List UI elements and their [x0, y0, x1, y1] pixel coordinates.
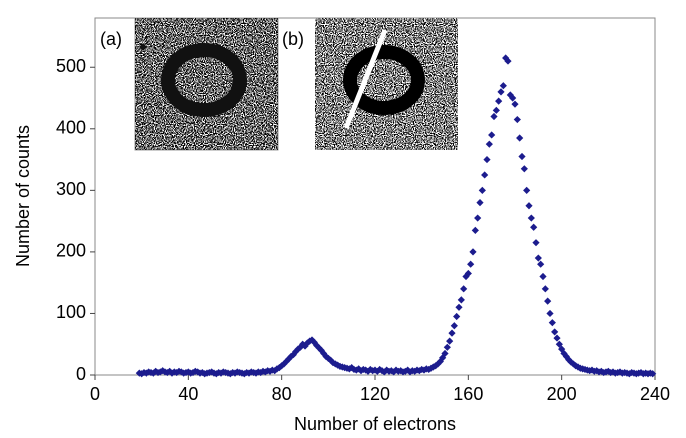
data-point — [460, 285, 467, 292]
y-tick-label: 400 — [56, 118, 86, 138]
data-point — [521, 165, 528, 172]
data-point — [467, 261, 474, 268]
annotation: (a) — [100, 29, 122, 49]
data-point — [474, 214, 481, 221]
data-point — [514, 116, 521, 123]
data-point — [532, 239, 539, 246]
inset-a — [135, 18, 278, 150]
data-point — [516, 134, 523, 141]
y-tick-label: 100 — [56, 302, 86, 322]
data-point — [549, 319, 556, 326]
x-tick-label: 0 — [90, 384, 100, 404]
data-point — [476, 199, 483, 206]
data-point — [486, 141, 493, 148]
data-point — [455, 304, 462, 311]
y-axis-label: Number of counts — [13, 125, 33, 267]
data-point — [542, 285, 549, 292]
data-point — [481, 171, 488, 178]
data-point — [446, 338, 453, 345]
data-point — [488, 131, 495, 138]
data-point — [448, 330, 455, 337]
data-point — [493, 107, 500, 114]
data-point — [490, 113, 497, 120]
data-point — [546, 310, 553, 317]
data-point — [495, 97, 502, 104]
data-point — [458, 296, 465, 303]
data-point — [544, 298, 551, 305]
data-point — [479, 187, 486, 194]
x-tick-label: 200 — [547, 384, 577, 404]
data-point — [511, 101, 518, 108]
x-tick-label: 40 — [178, 384, 198, 404]
inset-b — [315, 18, 458, 150]
data-point — [518, 153, 525, 160]
data-point — [497, 88, 504, 95]
data-point — [483, 156, 490, 163]
data-point — [528, 214, 535, 221]
data-point — [500, 82, 507, 89]
data-point — [535, 254, 542, 261]
data-point — [453, 313, 460, 320]
data-point — [469, 248, 476, 255]
data-point — [551, 328, 558, 335]
data-point — [537, 261, 544, 268]
x-tick-label: 80 — [272, 384, 292, 404]
data-point — [530, 224, 537, 231]
data-point — [525, 202, 532, 209]
x-tick-label: 120 — [360, 384, 390, 404]
chart: (a) (b) Number of electrons Number of co… — [0, 0, 686, 438]
y-tick-label: 200 — [56, 241, 86, 261]
y-tick-label: 300 — [56, 179, 86, 199]
x-axis-label: Number of electrons — [294, 414, 456, 434]
data-point — [444, 344, 451, 351]
data-point — [553, 334, 560, 341]
annotation: (b) — [282, 29, 304, 49]
y-tick-label: 0 — [76, 364, 86, 384]
data-point — [539, 273, 546, 280]
x-tick-label: 240 — [640, 384, 670, 404]
data-point — [472, 227, 479, 234]
y-tick-label: 500 — [56, 56, 86, 76]
data-point — [523, 187, 530, 194]
x-tick-label: 160 — [453, 384, 483, 404]
data-point — [451, 322, 458, 329]
